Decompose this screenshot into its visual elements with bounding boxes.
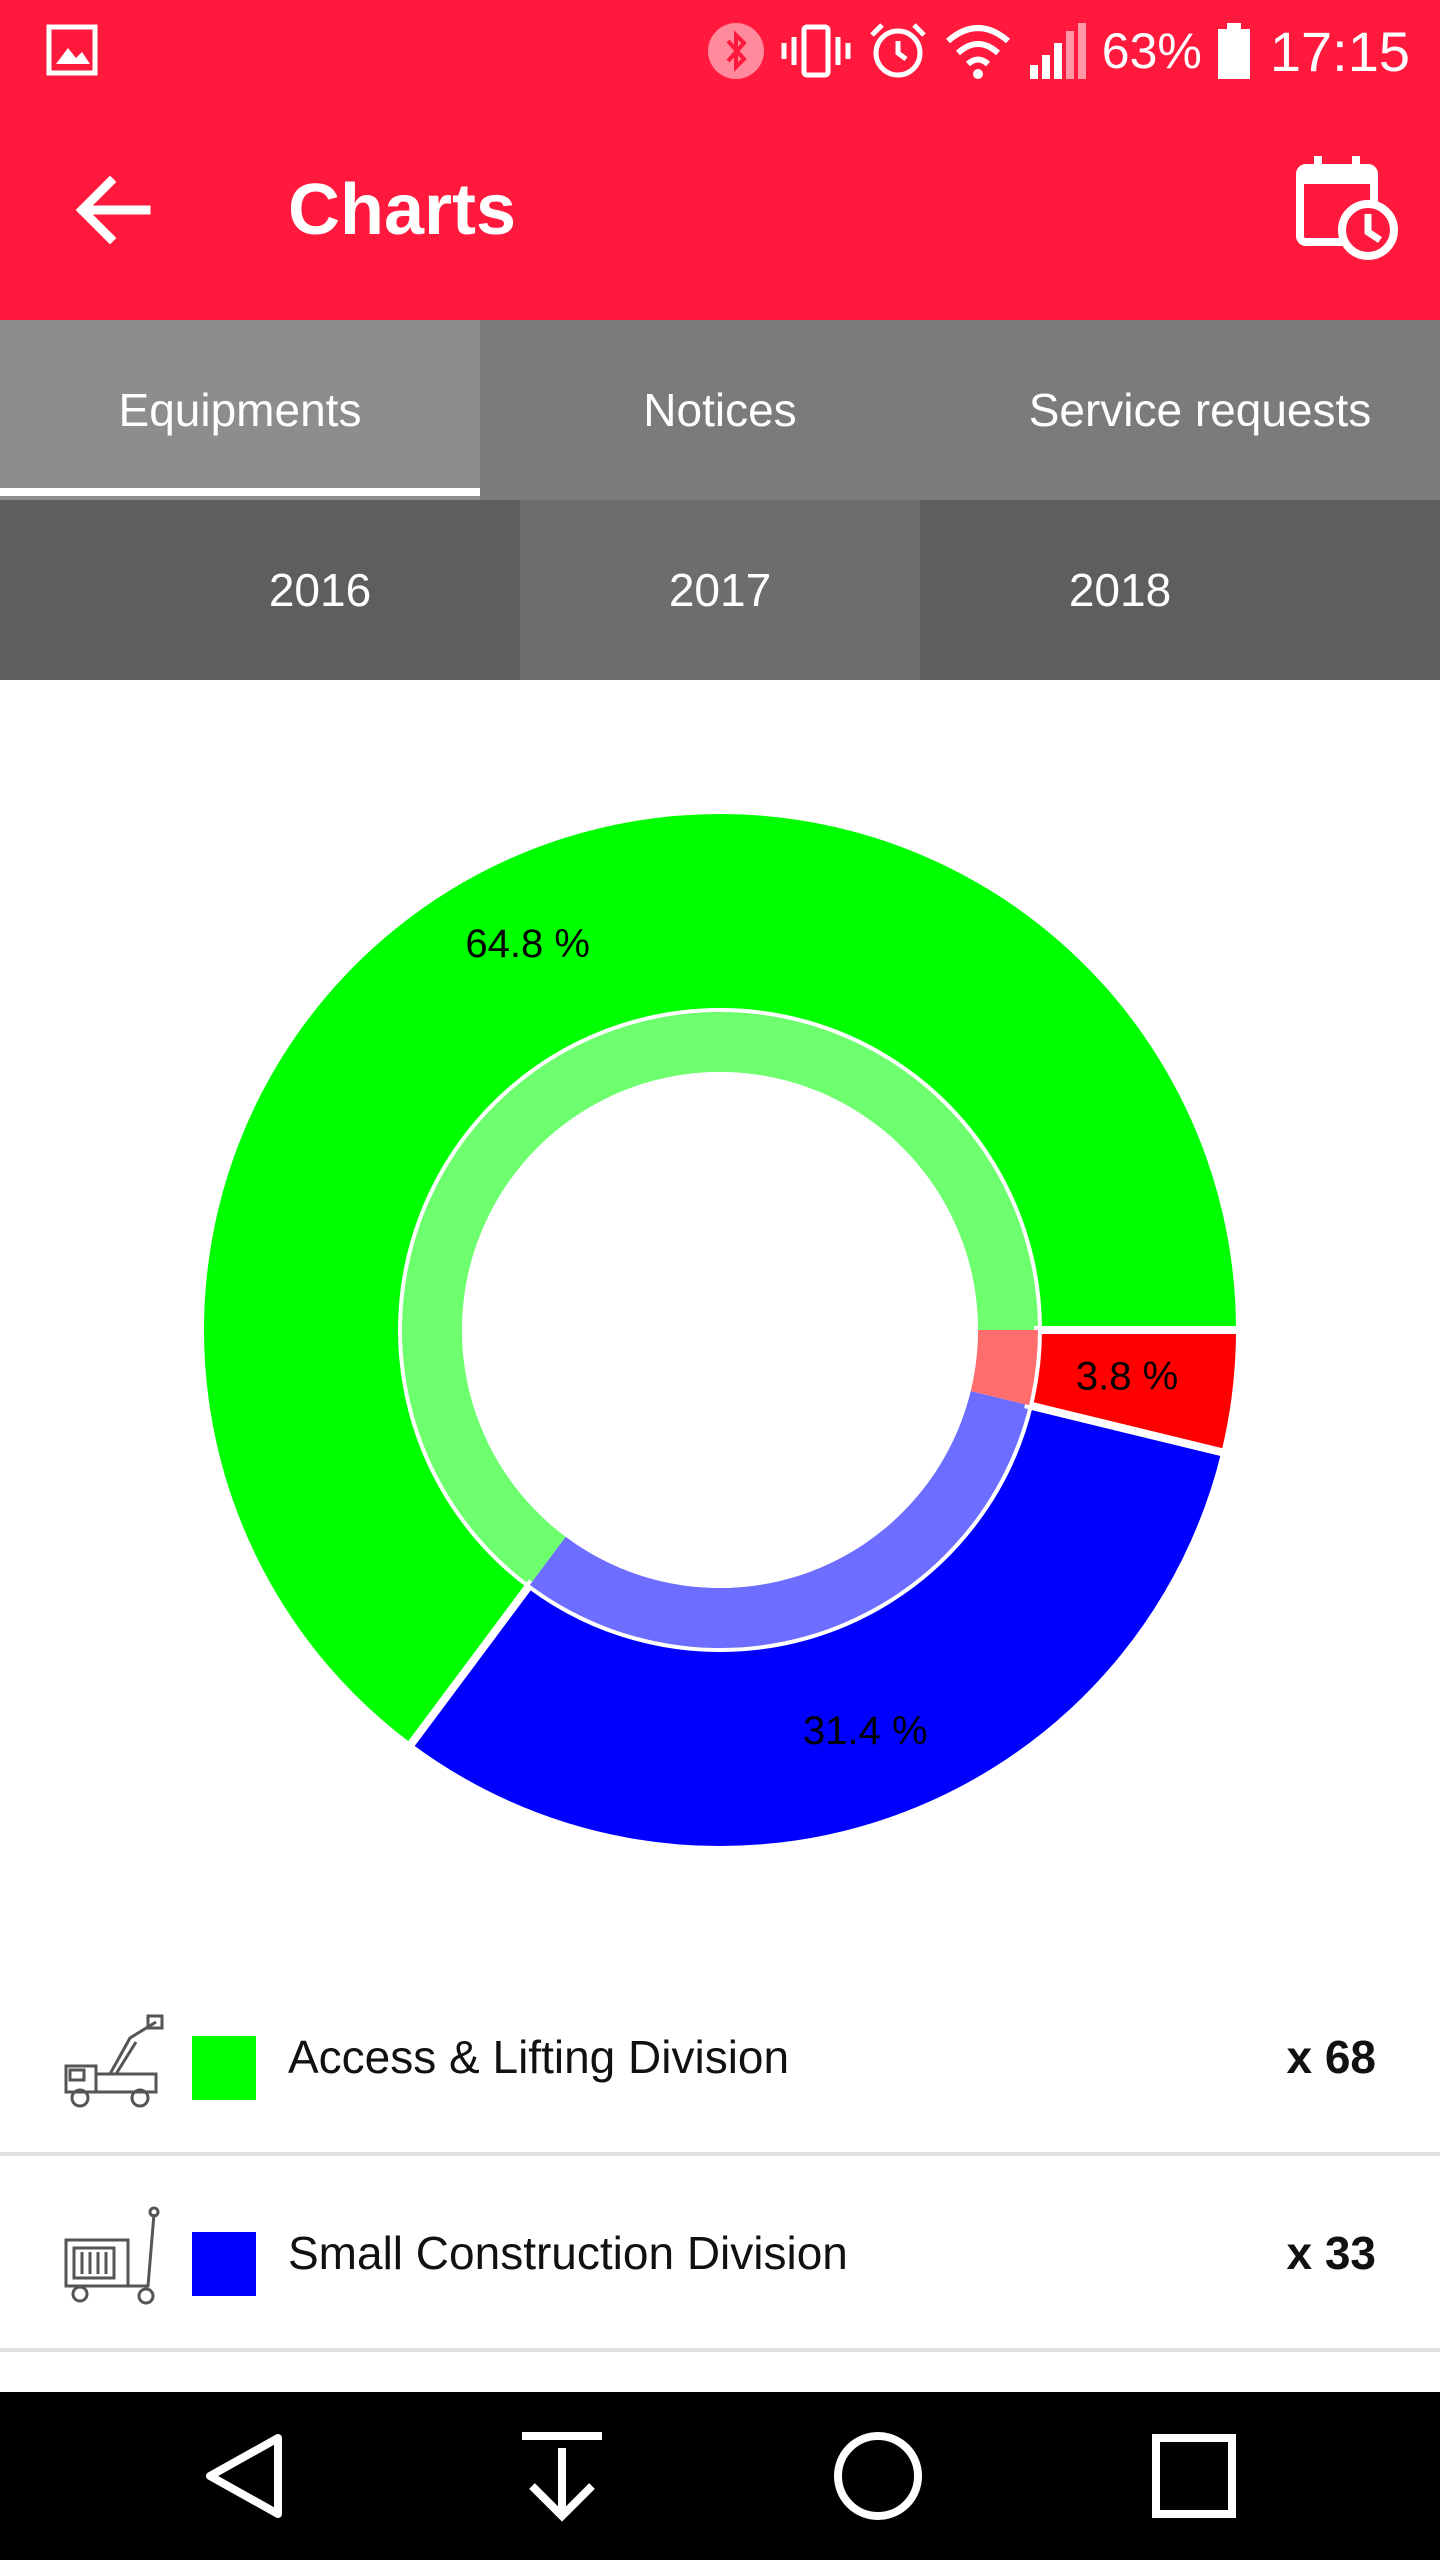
year-2017[interactable]: 2017 (520, 500, 920, 680)
calendar-clock-icon[interactable] (1290, 152, 1400, 262)
system-nav-bar (0, 2392, 1440, 2560)
donut-label-0: 64.8 % (465, 922, 590, 966)
year-2016[interactable]: 2016 (268, 564, 372, 616)
legend-list: Access & Lifting Division x 68 Small Con… (0, 1960, 1440, 2352)
arrow-back-icon[interactable] (62, 160, 162, 260)
recents-square-icon[interactable] (1144, 2426, 1244, 2526)
vibrate-icon (781, 24, 851, 78)
legend-row-small-construction[interactable]: Small Construction Division x 33 (0, 2156, 1440, 2352)
donut-chart: 64.8 % 31.4 % 3.8 % (0, 680, 1440, 1910)
legend-count: x 68 (1286, 2031, 1376, 2083)
legend-label: Access & Lifting Division (288, 2031, 790, 2083)
download-icon[interactable] (512, 2426, 612, 2526)
tab-bar: Equipments Notices Service requests (0, 320, 1440, 500)
alarm-icon (870, 23, 926, 78)
bluetooth-icon (707, 23, 764, 79)
gallery-icon (46, 24, 98, 76)
status-bar: 63% 17:15 (0, 0, 1440, 100)
legend-swatch-blue (192, 2232, 256, 2296)
lift-truck-icon (64, 2014, 164, 2108)
tab-equipments[interactable]: Equipments (0, 320, 480, 500)
home-circle-icon[interactable] (828, 2426, 928, 2526)
status-time: 17:15 (1269, 19, 1410, 83)
battery-percent: 63% (1101, 23, 1202, 79)
legend-swatch-green (192, 2036, 256, 2100)
donut-label-2: 3.8 % (1076, 1354, 1178, 1398)
page-title: Charts (288, 170, 517, 250)
legend-label: Small Construction Division (288, 2227, 848, 2279)
year-selector: 2016 2017 2018 (0, 500, 1440, 680)
donut-label-1: 31.4 % (803, 1709, 928, 1753)
wifi-icon (945, 25, 1010, 79)
donut-chart-svg: 64.8 % 31.4 % 3.8 % (196, 806, 1245, 1854)
compactor-cart-icon (64, 2206, 160, 2305)
battery-icon (1217, 23, 1250, 79)
signal-icon (1029, 23, 1086, 79)
legend-count: x 33 (1286, 2227, 1376, 2279)
donut-slice-inner-2 (970, 1330, 1038, 1406)
donut-slice-inner-1 (529, 1391, 1029, 1648)
tab-service-requests[interactable]: Service requests (1028, 384, 1372, 436)
donut-hole (462, 1072, 978, 1588)
status-icons: 63% 17:15 (706, 16, 1410, 86)
legend-row-access-lifting[interactable]: Access & Lifting Division x 68 (0, 1960, 1440, 2156)
year-2018[interactable]: 2018 (1068, 564, 1172, 616)
app-bar: Charts (0, 100, 1440, 320)
tab-notices[interactable]: Notices (643, 384, 797, 436)
back-triangle-icon[interactable] (196, 2426, 296, 2526)
